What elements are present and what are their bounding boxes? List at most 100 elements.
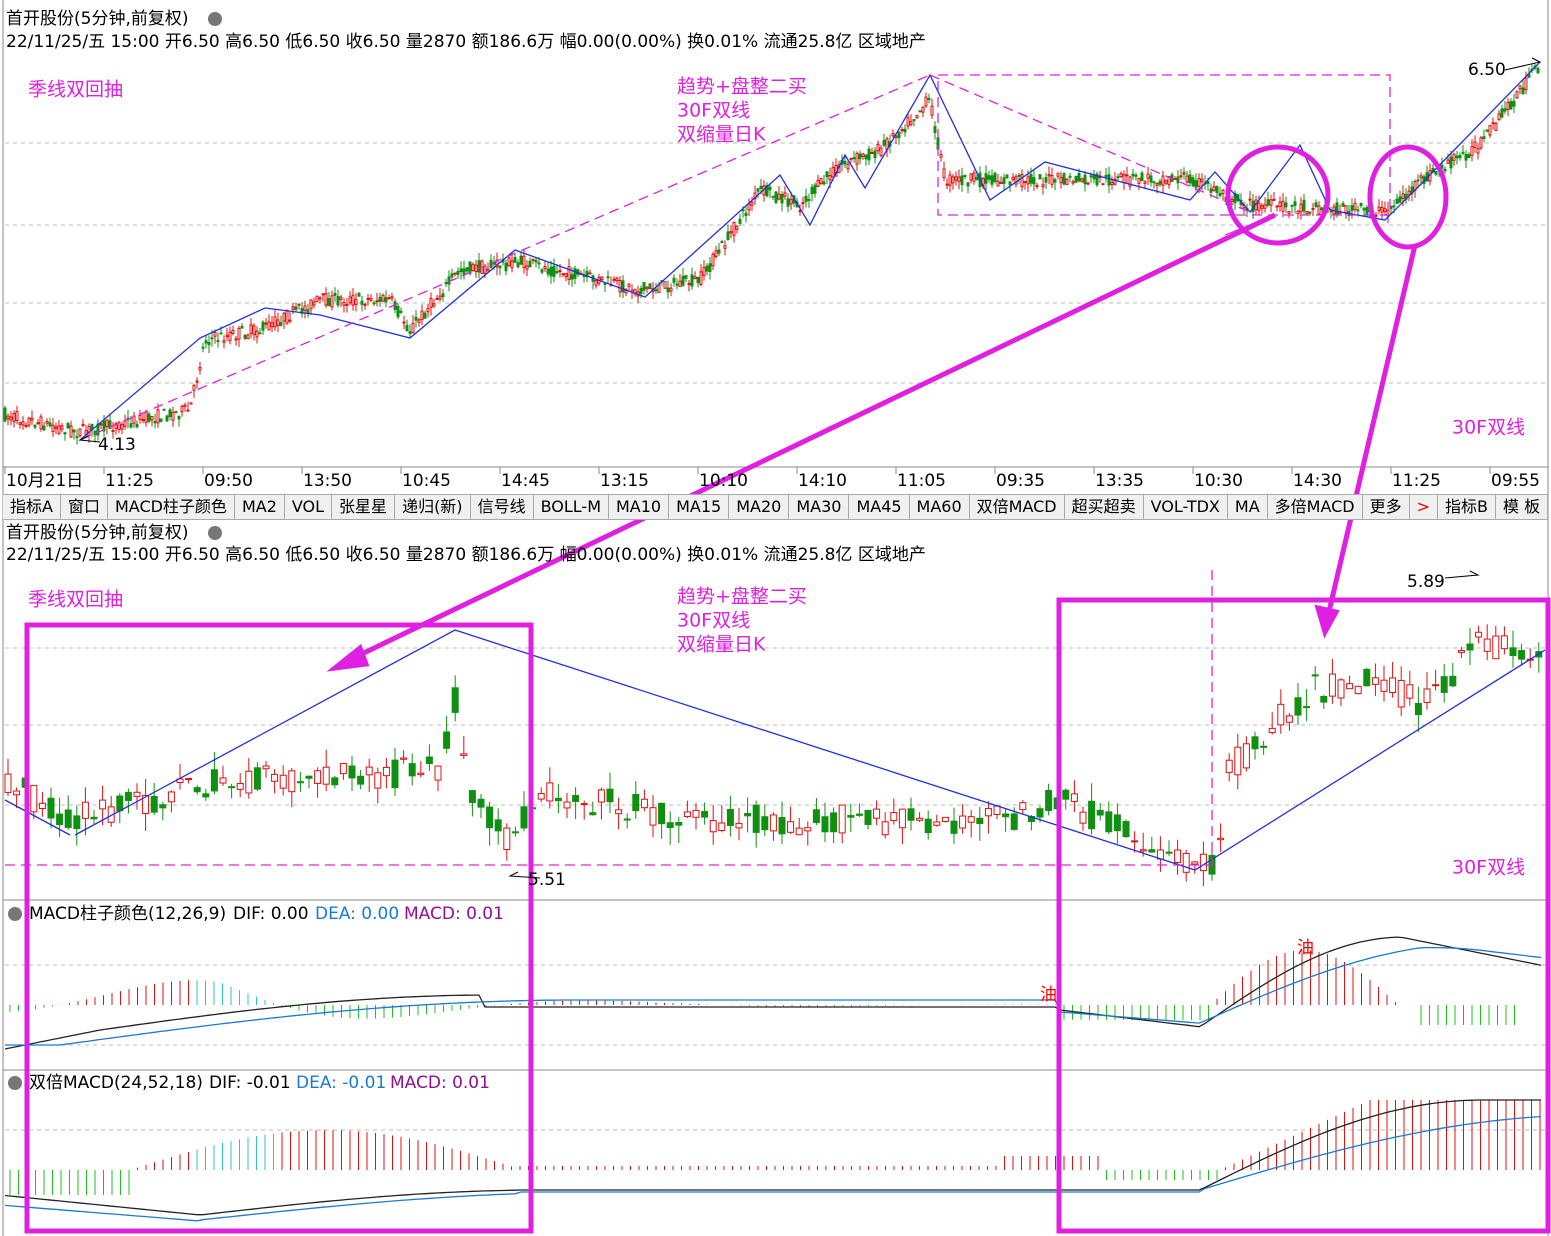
candle-body [451,687,459,713]
candle-body [108,420,112,430]
candle-body [1285,715,1293,723]
tab[interactable]: BOLL-M [534,495,609,519]
menu-icon[interactable] [208,526,222,540]
tab[interactable]: 信号线 [471,495,534,519]
candle-body [279,322,283,326]
tab[interactable]: 窗口 [61,495,108,519]
tab[interactable]: 更多 [1363,495,1410,519]
tab[interactable]: > [1410,495,1439,519]
candle-body [102,420,106,432]
candle-body [632,794,640,812]
menu-icon[interactable] [208,12,222,26]
tab[interactable]: MA45 [849,495,910,519]
candle-body [369,297,373,301]
candle-body [1500,635,1508,650]
candle-body [255,330,259,338]
tab[interactable]: MA10 [609,495,670,519]
tab[interactable]: 多倍MACD [1268,495,1363,519]
candle-body [494,819,502,832]
tab[interactable]: MA60 [910,495,970,519]
candle-body [124,791,132,801]
candle-body [861,153,865,157]
candle-body [171,411,175,421]
tab[interactable]: VOL [285,495,333,519]
candle-body [993,172,997,182]
candle-body [315,295,319,302]
candle-body [1095,173,1099,186]
candle-body [795,827,803,836]
candle-body [1506,101,1510,110]
candle-body [1423,688,1431,704]
tab[interactable]: MA2 [235,495,285,519]
tab[interactable]: 模 板 [1496,495,1549,519]
candle-body [351,294,355,306]
candle-body [558,270,562,273]
tab[interactable]: MA [1228,495,1268,519]
candle-body [159,804,167,809]
menu-icon[interactable] [8,1076,22,1090]
candle-body [1119,173,1123,178]
candle-body [262,765,270,770]
candle-body [435,298,439,301]
candle-body [443,731,451,749]
candle-body [1464,153,1468,161]
tab[interactable]: 双倍MACD [970,495,1065,519]
candle-body [941,816,949,822]
tab[interactable]: 指标A [3,495,61,519]
indicator-macd: MACD: 0.01 [404,904,504,924]
time-label: 10:10 [699,471,748,491]
candle-body [1317,205,1321,215]
candle-body [828,175,832,181]
tab[interactable]: MACD柱子颜色 [108,495,235,519]
candle-body [249,324,253,334]
candle-body [1143,181,1147,184]
candle-body [142,795,150,814]
indicator-line [4,1099,1541,1216]
candle-body [639,287,643,295]
candle-body [348,296,352,304]
candle-body [654,289,658,292]
tab[interactable]: 递归(新) [395,495,471,519]
candle-body [81,801,89,819]
candle-body [882,139,886,146]
candle-body [348,765,356,779]
candle-body [1466,643,1474,651]
candle-body [185,778,193,781]
tab[interactable]: 指标B [1438,495,1497,519]
candle-body [510,260,514,269]
candle-body [912,119,916,122]
candle-body [960,175,964,186]
candle-body [1335,202,1339,216]
tab[interactable]: VOL-TDX [1144,495,1228,519]
tab[interactable]: MA30 [789,495,850,519]
candle-body [1155,183,1159,186]
candle-body [855,813,863,816]
candle-body [189,402,193,405]
tab[interactable]: MA20 [729,495,790,519]
candle-body [1148,849,1156,853]
candle-body [1452,153,1456,161]
candle-body [1350,205,1354,212]
tab[interactable]: 超买超卖 [1065,495,1144,519]
candle-body [261,321,265,331]
candle-body [984,173,988,184]
candle-body [705,265,709,272]
candle-body [57,425,61,434]
candle-body [726,808,734,826]
candle-body [564,273,568,277]
candle-body [489,259,493,269]
candle-body [423,312,427,319]
candle-body [858,153,862,160]
candle-body [528,260,532,268]
candle-body [15,410,19,421]
candle-body [322,766,330,785]
candle-body [597,789,605,803]
candle-body [1182,852,1190,873]
candle-body [744,812,752,817]
menu-icon[interactable] [8,907,22,921]
tab[interactable]: 张星星 [332,495,396,519]
candle-body [1488,124,1492,136]
tab[interactable]: MA15 [669,495,730,519]
candle-body [1125,174,1129,177]
candle-body [1083,174,1087,185]
